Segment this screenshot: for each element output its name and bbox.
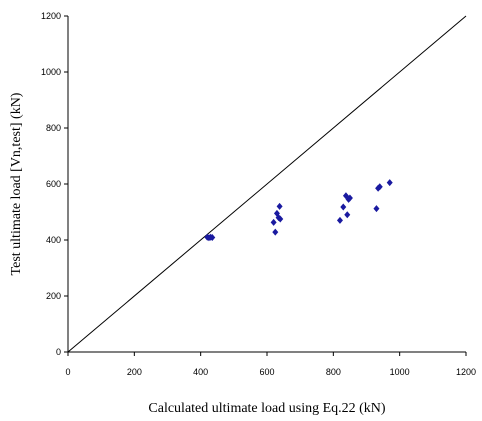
data-point (373, 205, 380, 213)
x-tick-label: 0 (65, 367, 70, 377)
data-point (270, 218, 277, 226)
data-point (376, 183, 383, 191)
x-axis-ticks: 0 200 400 600 800 1000 1200 (65, 352, 476, 377)
y-tick-label: 800 (46, 123, 61, 133)
data-point (344, 211, 351, 219)
plot-area: 0 200 400 600 800 1000 1200 0 200 400 600 800 1000 1… (41, 11, 476, 377)
reference-line (67, 15, 467, 353)
y-tick-label: 1000 (41, 67, 61, 77)
x-tick-label: 1200 (456, 367, 476, 377)
x-tick-label: 200 (127, 367, 142, 377)
data-point (277, 215, 284, 223)
data-point (340, 203, 347, 211)
y-tick-label: 600 (46, 179, 61, 189)
x-tick-label: 800 (326, 367, 341, 377)
data-point (386, 179, 393, 187)
data-point (276, 202, 283, 210)
x-tick-label: 1000 (390, 367, 410, 377)
x-tick-label: 400 (193, 367, 208, 377)
y-axis-title: Test ultimate load [Vn,test] (kN) (9, 92, 24, 275)
y-tick-label: 400 (46, 235, 61, 245)
y-tick-label: 0 (56, 347, 61, 357)
y-tick-label: 1200 (41, 11, 61, 21)
data-point (336, 216, 343, 224)
y-tick-label: 200 (46, 291, 61, 301)
data-point (272, 228, 279, 236)
data-points (204, 179, 393, 242)
x-tick-label: 600 (259, 367, 274, 377)
x-axis-title: Calculated ultimate load using Eq.22 (kN… (148, 401, 386, 416)
data-point (209, 233, 216, 241)
y-axis-ticks: 0 200 400 600 800 1000 1200 (41, 11, 68, 357)
data-point (346, 194, 353, 202)
